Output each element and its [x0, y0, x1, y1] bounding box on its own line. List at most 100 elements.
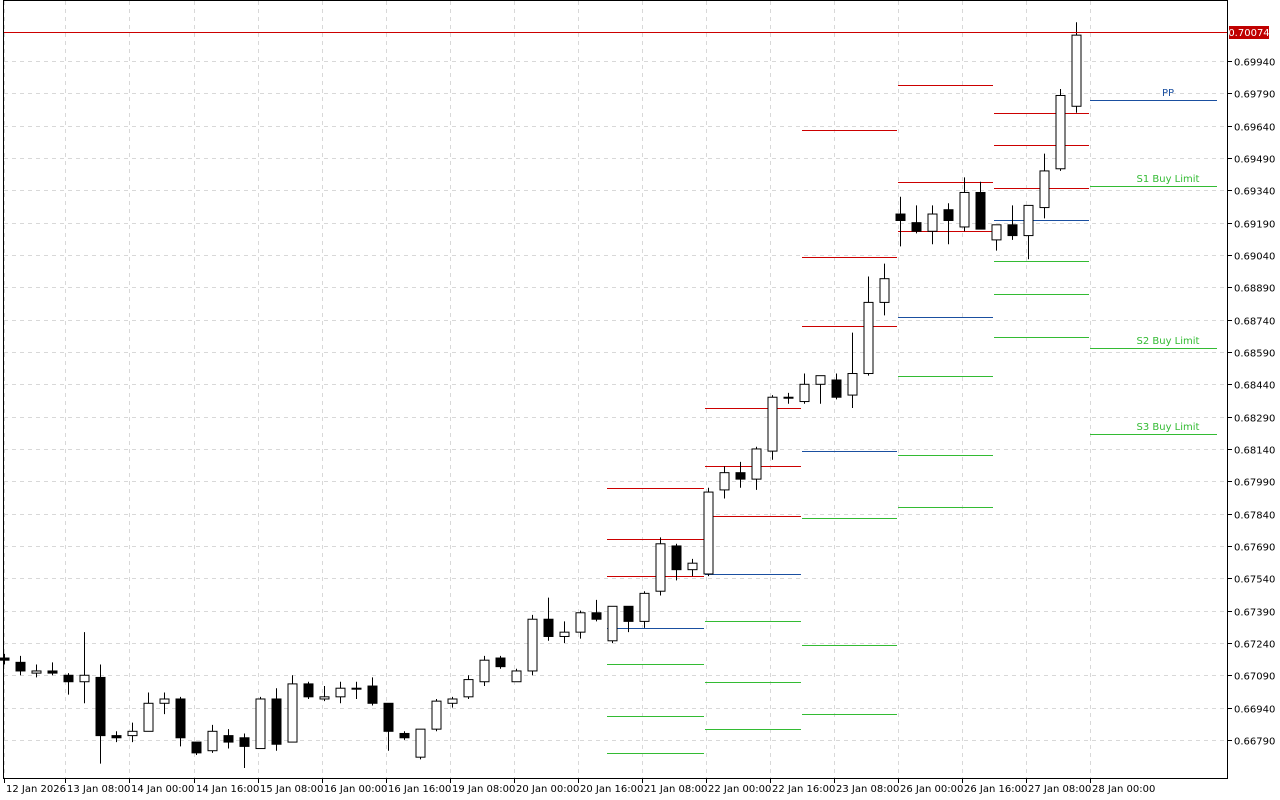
candle — [303, 681, 314, 699]
candle-body-down — [911, 222, 922, 232]
candle — [895, 196, 906, 247]
candle-body-down — [111, 735, 122, 739]
candle-body-up — [1055, 94, 1066, 170]
candle — [991, 224, 1002, 251]
candle — [15, 655, 26, 676]
candle — [543, 597, 554, 641]
price-tick-label: 0.69490 — [1234, 155, 1275, 166]
candle-body-down — [0, 657, 10, 661]
time-tick-label: 21 Jan 08:00 — [644, 784, 707, 795]
candle — [31, 664, 42, 678]
candle-body-up — [799, 383, 810, 403]
pivot-levels — [607, 85, 1217, 754]
candle-body-up — [1039, 170, 1050, 209]
price-tick-label: 0.67840 — [1234, 511, 1275, 522]
price-tick-label: 0.67240 — [1234, 640, 1275, 651]
level-annotations: PP S1 Buy Limit S2 Buy Limit S3 Buy Limit — [1137, 88, 1200, 433]
candle — [431, 698, 442, 732]
candle — [479, 655, 490, 687]
candle-body-down — [495, 657, 506, 668]
candle-body-up — [79, 674, 90, 683]
candle — [799, 373, 810, 404]
price-tick-label: 0.68590 — [1234, 349, 1275, 360]
time-tick-label: 22 Jan 00:00 — [708, 784, 771, 795]
candle-body-down — [303, 683, 314, 698]
candle-body-up — [351, 687, 362, 690]
candle-body-down — [831, 379, 842, 398]
candle — [1071, 22, 1082, 113]
candle-body-up — [1071, 34, 1082, 107]
candle — [447, 696, 458, 708]
price-tick-label: 0.69640 — [1234, 123, 1275, 134]
candle — [1023, 204, 1034, 260]
candle-body-up — [639, 592, 650, 622]
candle — [959, 177, 970, 232]
current-price-label: 0.70074 — [1228, 28, 1269, 39]
candle — [0, 653, 10, 665]
candle-body-down — [191, 741, 202, 754]
candle-body-down — [239, 737, 250, 747]
time-axis: 12 Jan 2026 13 Jan 08:00 14 Jan 00:00 14 Ja… — [4, 779, 1155, 795]
candle — [95, 664, 106, 764]
candle — [863, 276, 874, 376]
price-tick-label: 0.68890 — [1234, 284, 1275, 295]
candle — [351, 681, 362, 699]
candle — [847, 332, 858, 409]
candle-body-up — [783, 396, 794, 399]
candle — [879, 263, 890, 316]
candle — [415, 728, 426, 760]
price-tick-label: 0.69190 — [1234, 220, 1275, 231]
candle — [383, 702, 394, 751]
price-tick-label: 0.66940 — [1234, 705, 1275, 716]
candle-body-up — [847, 373, 858, 396]
candle-body-up — [559, 631, 570, 637]
candle-body-down — [895, 213, 906, 221]
candle-body-down — [943, 209, 954, 221]
price-tick-label: 0.69340 — [1234, 187, 1275, 198]
candle — [1007, 205, 1018, 240]
candle-body-up — [991, 224, 1002, 241]
candle-body-up — [527, 618, 538, 672]
time-tick-label: 16 Jan 00:00 — [324, 784, 387, 795]
candle-body-down — [735, 472, 746, 480]
candle-body-up — [287, 683, 298, 743]
candle-body-down — [47, 670, 58, 674]
price-tick-label: 0.68290 — [1234, 414, 1275, 425]
candle — [575, 610, 586, 639]
candle-body-up — [751, 448, 762, 480]
price-tick-label: 0.68740 — [1234, 317, 1275, 328]
time-tick-label: 20 Jan 00:00 — [516, 784, 579, 795]
candle — [159, 692, 170, 715]
time-tick-label: 16 Jan 16:00 — [388, 784, 451, 795]
candle-body-down — [543, 618, 554, 637]
candle-body-up — [143, 702, 154, 732]
candle — [975, 181, 986, 230]
time-tick-label: 19 Jan 08:00 — [452, 784, 515, 795]
candle — [79, 632, 90, 704]
candle — [671, 543, 682, 581]
candle-body-down — [383, 702, 394, 732]
candle — [783, 392, 794, 404]
candle-body-up — [479, 659, 490, 683]
candle-body-up — [511, 670, 522, 683]
candle-body-up — [687, 562, 698, 571]
time-tick-label: 12 Jan 2026 — [6, 784, 66, 795]
price-tick-label: 0.68440 — [1234, 381, 1275, 392]
candle — [1039, 153, 1050, 219]
candle-body-up — [767, 396, 778, 452]
candle-body-down — [399, 732, 410, 739]
price-tick-label: 0.69790 — [1234, 90, 1275, 101]
price-tick-label: 0.69940 — [1234, 58, 1275, 69]
time-tick-label: 27 Jan 08:00 — [1028, 784, 1091, 795]
candle-body-up — [719, 472, 730, 491]
candle-body-up — [31, 670, 42, 674]
candle-body-down — [95, 676, 106, 737]
candle-body-up — [319, 696, 330, 700]
candle-body-down — [367, 685, 378, 704]
candle — [1055, 89, 1066, 171]
time-tick-label: 23 Jan 08:00 — [836, 784, 899, 795]
candle — [495, 655, 506, 669]
candle — [719, 466, 730, 499]
